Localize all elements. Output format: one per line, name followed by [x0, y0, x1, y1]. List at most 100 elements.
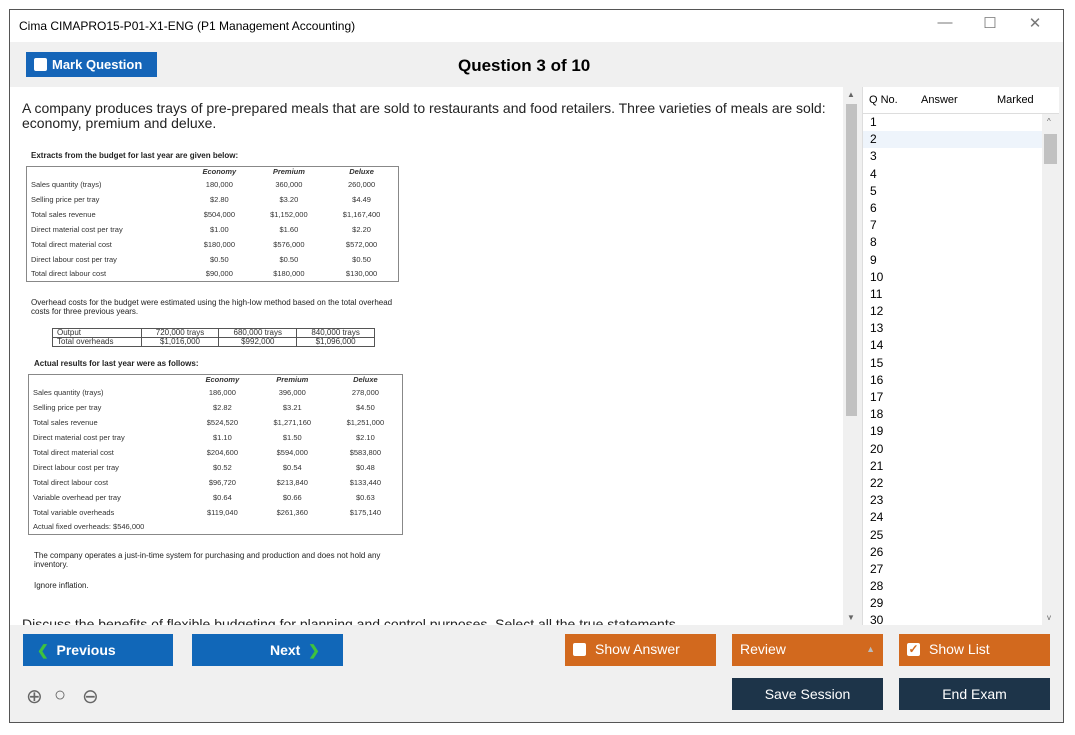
value-cell: $1,251,000: [346, 417, 385, 427]
list-rows: 1 2 3 4 5 6 7 8 9 10 11 12 13 14 15 16 17 18 19 20 21 22 23 24 2…: [863, 114, 1059, 630]
previous-label: Previous: [56, 642, 116, 658]
value-cell: $504,000: [203, 209, 235, 219]
value-cell: 396,000: [278, 387, 306, 397]
value-cell: 180,000: [205, 179, 233, 189]
list-item[interactable]: 27: [870, 561, 884, 576]
show-list-label: Show List: [929, 641, 990, 657]
row-label: Sales quantity (trays): [31, 179, 102, 189]
table-row: Direct material cost per tray $1.10 $1.50 $…: [29, 430, 403, 445]
list-item[interactable]: 14: [870, 338, 884, 353]
row-label: Variable overhead per tray: [33, 492, 121, 502]
list-item[interactable]: 29: [870, 596, 884, 611]
value-cell: $0.52: [213, 462, 232, 472]
list-item[interactable]: 10: [870, 269, 884, 284]
list-scroll-down-icon[interactable]: v: [1047, 613, 1051, 622]
list-scrollbar[interactable]: ^ v: [1042, 114, 1059, 625]
zoom-in-icon[interactable]: ⊕: [26, 686, 43, 708]
show-answer-button[interactable]: Show Answer: [565, 634, 716, 666]
show-list-checkbox[interactable]: ✓: [907, 642, 920, 656]
list-item[interactable]: 18: [870, 407, 884, 422]
list-item[interactable]: 2: [863, 131, 1043, 149]
list-item[interactable]: 28: [870, 579, 884, 594]
value-cell: $3.21: [282, 402, 302, 412]
list-item[interactable]: 4: [870, 166, 877, 181]
value-cell: $1.00: [209, 224, 229, 234]
next-button[interactable]: Next ❯: [192, 634, 343, 666]
question-title: Question 3 of 10: [458, 56, 591, 75]
show-list-button[interactable]: ✓ Show List: [899, 634, 1050, 666]
row-label: Direct labour cost per tray: [31, 254, 117, 264]
value-cell: $1,096,000: [296, 337, 375, 347]
column-header: Deluxe: [349, 167, 374, 177]
value-cell: $0.50: [352, 254, 371, 264]
question-list: Q No. Answer Marked 1 2 3 4 5 6 7 8 9 10 11 12 13 14 1…: [862, 87, 1059, 627]
list-item[interactable]: 16: [870, 372, 884, 387]
value-cell: 260,000: [348, 179, 376, 189]
value-cell: $1,167,400: [342, 209, 381, 219]
row-label: Direct material cost per tray: [31, 224, 123, 234]
list-item[interactable]: 30: [870, 613, 884, 628]
save-session-button[interactable]: Save Session: [732, 678, 883, 710]
show-answer-label: Show Answer: [595, 641, 680, 657]
list-item[interactable]: 26: [870, 544, 884, 559]
overhead-table: Output 720,000 trays 680,000 trays 840,000 …: [52, 328, 375, 347]
value-cell: $2.80: [209, 194, 229, 204]
value-cell: $0.63: [355, 492, 375, 502]
list-item[interactable]: 24: [870, 510, 884, 525]
close-icon[interactable]: ✕: [1028, 15, 1042, 32]
list-item[interactable]: 7: [870, 218, 877, 233]
value-cell: $576,000: [273, 239, 305, 249]
table-row: Total direct labour cost $90,000 $180,000 $…: [27, 267, 399, 282]
list-item[interactable]: 11: [870, 286, 883, 301]
scroll-up-icon[interactable]: ▲: [847, 90, 855, 99]
exam-window: Cima CIMAPRO15-P01-X1-ENG (P1 Management…: [9, 9, 1064, 723]
value-cell: 278,000: [351, 387, 379, 397]
list-item[interactable]: 9: [870, 252, 877, 267]
row-label: Total sales revenue: [33, 417, 98, 427]
list-item[interactable]: 25: [870, 527, 884, 542]
value-cell: $992,000: [218, 337, 298, 347]
list-item[interactable]: 12: [870, 304, 884, 319]
list-item[interactable]: 6: [870, 200, 877, 215]
empty-cell: [29, 375, 189, 385]
list-item[interactable]: 5: [870, 183, 877, 198]
list-item[interactable]: 22: [870, 475, 884, 490]
row-label: Sales quantity (trays): [33, 387, 104, 397]
end-exam-button[interactable]: End Exam: [899, 678, 1050, 710]
zoom-out-icon[interactable]: ⊖: [82, 686, 99, 708]
mark-question-button[interactable]: Mark Question: [26, 52, 157, 77]
show-answer-checkbox[interactable]: [573, 643, 586, 656]
question-intro: A company produces trays of pre-prepared…: [22, 100, 826, 131]
previous-button[interactable]: ❮ Previous: [23, 634, 173, 666]
list-item[interactable]: 15: [870, 355, 884, 370]
list-item[interactable]: 3: [870, 149, 877, 164]
list-item[interactable]: 17: [870, 390, 884, 404]
list-item[interactable]: 20: [870, 441, 884, 456]
maximize-icon[interactable]: ☐: [983, 15, 997, 32]
list-item[interactable]: 23: [870, 493, 884, 508]
row-label: Total direct material cost: [31, 239, 112, 249]
scroll-thumb[interactable]: [846, 104, 857, 416]
table-row: Direct labour cost per tray $0.50 $0.50 $0.…: [27, 252, 399, 267]
minimize-icon[interactable]: —: [937, 14, 953, 31]
row-label: Selling price per tray: [33, 402, 102, 412]
row-label: Total overheads: [52, 337, 142, 347]
list-item[interactable]: 19: [870, 424, 884, 439]
table-row: Total overheads $1,016,000 $992,000 $1,096,…: [52, 337, 375, 347]
list-item[interactable]: 21: [870, 458, 884, 473]
review-label: Review: [740, 641, 786, 657]
value-cell: $180,000: [273, 269, 305, 279]
list-scroll-up-icon[interactable]: ^: [1047, 117, 1051, 126]
zoom-reset-icon[interactable]: ○: [54, 684, 67, 706]
list-item[interactable]: 13: [870, 321, 884, 336]
list-item[interactable]: 8: [870, 235, 877, 250]
content-scrollbar[interactable]: ▲ ▼: [843, 87, 860, 625]
list-item[interactable]: 1: [870, 115, 877, 129]
table-row: Actual fixed overheads: $546,000: [29, 520, 403, 535]
value-cell: $1,016,000: [140, 337, 220, 347]
question-content: A company produces trays of pre-prepared…: [10, 87, 843, 625]
list-scroll-thumb[interactable]: [1044, 134, 1057, 164]
scroll-down-icon[interactable]: ▼: [847, 613, 855, 622]
review-dropdown[interactable]: Review ▲: [732, 634, 883, 666]
value-cell: $130,000: [345, 269, 378, 279]
